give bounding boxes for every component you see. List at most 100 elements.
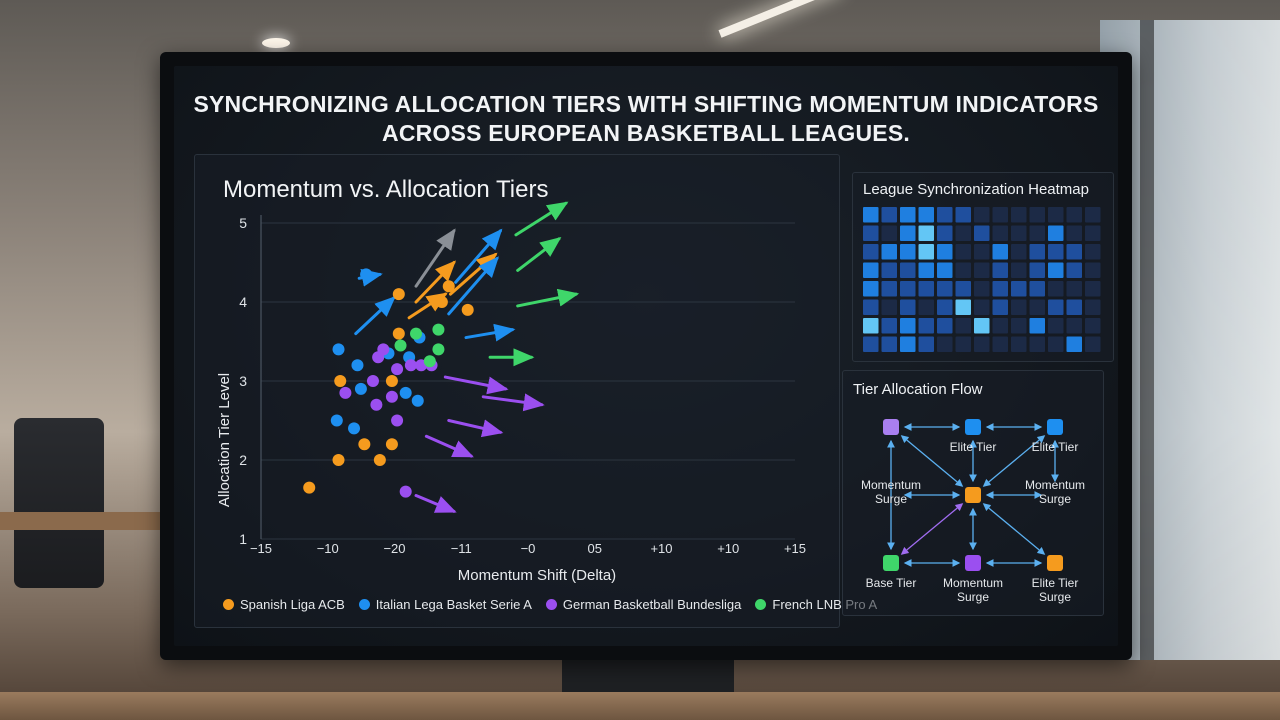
heatmap-cell[interactable] bbox=[1029, 244, 1046, 260]
heatmap-cell[interactable] bbox=[1048, 207, 1064, 223]
heatmap-cell[interactable] bbox=[863, 299, 879, 316]
heatmap-cell[interactable] bbox=[1029, 299, 1046, 316]
heatmap-cell[interactable] bbox=[992, 244, 1009, 260]
heatmap-cell[interactable] bbox=[955, 225, 972, 242]
data-point[interactable] bbox=[399, 485, 412, 498]
data-point[interactable] bbox=[354, 382, 367, 395]
heatmap-cell[interactable] bbox=[1011, 318, 1027, 334]
heatmap-cell[interactable] bbox=[1029, 225, 1046, 242]
heatmap-cell[interactable] bbox=[881, 244, 898, 260]
heatmap-cell[interactable] bbox=[955, 336, 972, 353]
heatmap-cell[interactable] bbox=[992, 318, 1009, 334]
data-point[interactable] bbox=[360, 268, 373, 281]
data-point[interactable] bbox=[399, 386, 412, 399]
heatmap-cell[interactable] bbox=[863, 281, 879, 297]
heatmap-cell[interactable] bbox=[918, 318, 935, 334]
data-point[interactable] bbox=[410, 327, 423, 340]
heatmap-cell[interactable] bbox=[918, 299, 935, 316]
legend-item[interactable]: Spanish Liga ACB bbox=[223, 597, 345, 612]
heatmap-cell[interactable] bbox=[1066, 336, 1083, 353]
heatmap-cell[interactable] bbox=[937, 299, 953, 316]
data-point[interactable] bbox=[432, 343, 445, 356]
data-point[interactable] bbox=[442, 280, 455, 293]
heatmap-cell[interactable] bbox=[1048, 318, 1064, 334]
heatmap-cell[interactable] bbox=[992, 281, 1009, 297]
data-point[interactable] bbox=[303, 481, 316, 494]
data-point[interactable] bbox=[334, 375, 347, 387]
heatmap-cell[interactable] bbox=[955, 281, 972, 297]
data-point[interactable] bbox=[391, 363, 404, 376]
heatmap-cell[interactable] bbox=[992, 225, 1009, 242]
heatmap-cell[interactable] bbox=[900, 281, 916, 297]
data-point[interactable] bbox=[332, 454, 345, 466]
heatmap-cell[interactable] bbox=[974, 244, 990, 260]
heatmap-cell[interactable] bbox=[992, 299, 1009, 316]
heatmap-cell[interactable] bbox=[955, 262, 972, 279]
data-point[interactable] bbox=[370, 398, 383, 411]
flow-node[interactable] bbox=[965, 419, 981, 435]
heatmap-cell[interactable] bbox=[918, 207, 935, 223]
heatmap-cell[interactable] bbox=[1085, 318, 1101, 334]
heatmap-cell[interactable] bbox=[1066, 244, 1083, 260]
flow-node[interactable] bbox=[965, 487, 981, 503]
flow-node[interactable] bbox=[1047, 419, 1063, 435]
heatmap-cell[interactable] bbox=[1029, 336, 1046, 353]
heatmap-cell[interactable] bbox=[863, 207, 879, 223]
scatter-chart[interactable]: Momentum vs. Allocation Tiers Allocation… bbox=[195, 155, 839, 627]
data-point[interactable] bbox=[411, 394, 424, 407]
data-point[interactable] bbox=[373, 454, 386, 466]
data-point[interactable] bbox=[404, 359, 417, 372]
heatmap-cell[interactable] bbox=[900, 244, 916, 260]
heatmap-cell[interactable] bbox=[1011, 244, 1027, 260]
heatmap-cell[interactable] bbox=[1085, 262, 1101, 279]
heatmap-cell[interactable] bbox=[918, 225, 935, 242]
heatmap-cell[interactable] bbox=[974, 262, 990, 279]
heatmap-cell[interactable] bbox=[900, 207, 916, 223]
heatmap-cell[interactable] bbox=[937, 244, 953, 260]
heatmap-cell[interactable] bbox=[974, 336, 990, 353]
data-point[interactable] bbox=[385, 438, 398, 451]
flow-node[interactable] bbox=[965, 555, 981, 571]
heatmap-cell[interactable] bbox=[1029, 207, 1046, 223]
heatmap-cell[interactable] bbox=[900, 225, 916, 242]
heatmap-cell[interactable] bbox=[1048, 281, 1064, 297]
heatmap-cell[interactable] bbox=[1085, 207, 1101, 223]
heatmap-cell[interactable] bbox=[918, 281, 935, 297]
data-point[interactable] bbox=[351, 359, 364, 372]
heatmap-cell[interactable] bbox=[1085, 244, 1101, 260]
heatmap-cell[interactable] bbox=[918, 336, 935, 353]
heatmap-cell[interactable] bbox=[1029, 262, 1046, 279]
heatmap-cell[interactable] bbox=[1011, 299, 1027, 316]
data-point[interactable] bbox=[330, 414, 343, 427]
heatmap-cell[interactable] bbox=[937, 262, 953, 279]
data-point[interactable] bbox=[461, 303, 474, 316]
flow-node[interactable] bbox=[883, 419, 899, 435]
heatmap-cell[interactable] bbox=[1048, 299, 1064, 316]
heatmap-cell[interactable] bbox=[1011, 336, 1027, 353]
heatmap-cell[interactable] bbox=[937, 318, 953, 334]
heatmap-cell[interactable] bbox=[937, 225, 953, 242]
heatmap-cell[interactable] bbox=[881, 225, 898, 242]
heatmap-cell[interactable] bbox=[992, 336, 1009, 353]
heatmap-cell[interactable] bbox=[918, 262, 935, 279]
data-point[interactable] bbox=[392, 327, 405, 340]
heatmap-cell[interactable] bbox=[1066, 207, 1083, 223]
heatmap-cell[interactable] bbox=[881, 299, 898, 316]
heatmap-cell[interactable] bbox=[881, 207, 898, 223]
flow-node[interactable] bbox=[883, 555, 899, 571]
heatmap-cell[interactable] bbox=[1066, 299, 1083, 316]
data-point[interactable] bbox=[358, 438, 371, 451]
heatmap-cell[interactable] bbox=[863, 336, 879, 353]
data-point[interactable] bbox=[435, 296, 448, 308]
heatmap-cell[interactable] bbox=[1029, 318, 1046, 334]
data-point[interactable] bbox=[385, 390, 398, 403]
heatmap-cell[interactable] bbox=[1085, 225, 1101, 242]
heatmap-cell[interactable] bbox=[937, 336, 953, 353]
data-point[interactable] bbox=[391, 414, 404, 427]
heatmap-cell[interactable] bbox=[900, 262, 916, 279]
heatmap-cell[interactable] bbox=[974, 299, 990, 316]
heatmap-cell[interactable] bbox=[1048, 262, 1064, 279]
data-point[interactable] bbox=[394, 339, 407, 352]
heatmap-cell[interactable] bbox=[955, 318, 972, 334]
heatmap-cell[interactable] bbox=[900, 318, 916, 334]
